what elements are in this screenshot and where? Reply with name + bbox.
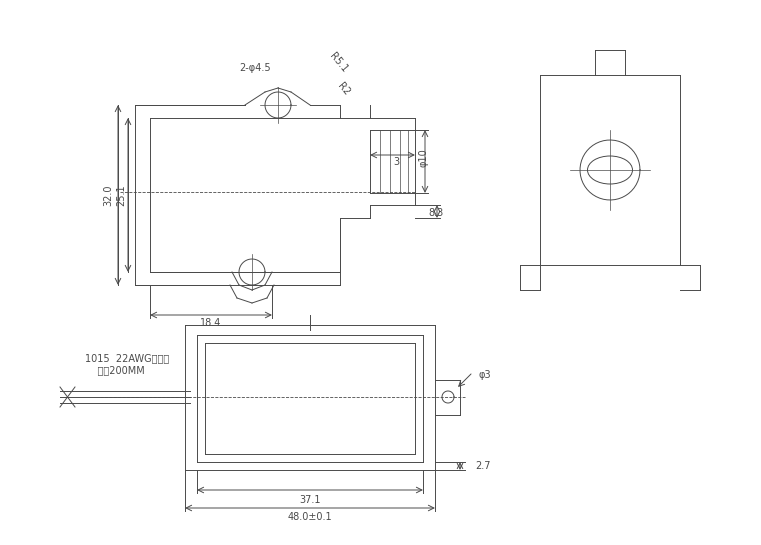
Text: 25.1: 25.1	[116, 184, 126, 206]
Text: 2-φ4.5: 2-φ4.5	[239, 63, 271, 73]
Text: 3: 3	[393, 157, 399, 167]
Text: 8.3: 8.3	[428, 208, 444, 218]
Text: 外露200MM: 外露200MM	[85, 365, 145, 375]
Text: φ3: φ3	[479, 370, 492, 380]
Text: R2: R2	[335, 81, 351, 97]
Text: 18.4: 18.4	[200, 318, 221, 328]
Text: R5.1: R5.1	[327, 51, 349, 74]
Text: 48.0±0.1: 48.0±0.1	[288, 512, 333, 522]
Text: 32.0: 32.0	[103, 184, 113, 206]
Text: 37.1: 37.1	[299, 495, 320, 505]
Text: φ10: φ10	[418, 148, 428, 167]
Text: 2.7: 2.7	[476, 461, 491, 471]
Text: 1015  22AWG双棕色: 1015 22AWG双棕色	[85, 353, 169, 363]
